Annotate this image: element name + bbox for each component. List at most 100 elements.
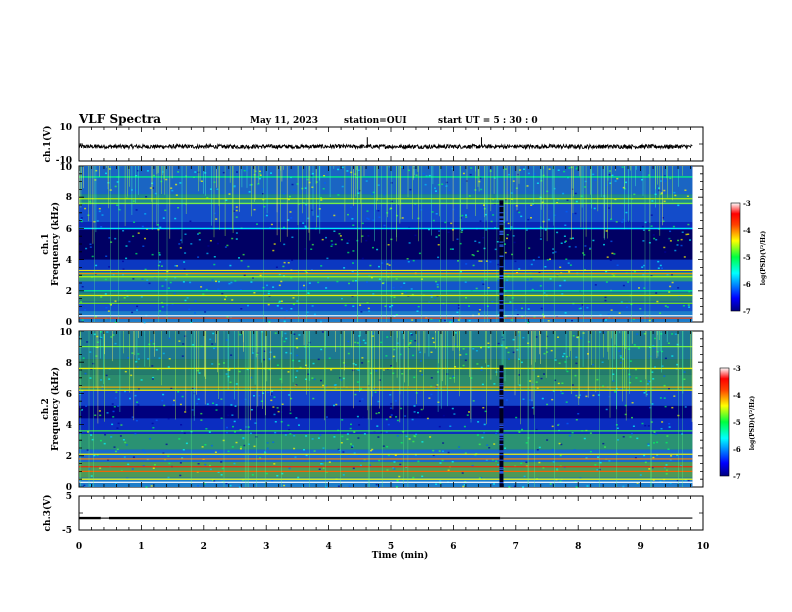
spectrum-speckle <box>295 384 298 386</box>
spectrum-speckle <box>631 416 633 419</box>
spectrum-speckle <box>436 384 439 386</box>
spectrum-speckle <box>81 409 83 411</box>
spectrum-speckle <box>289 433 292 435</box>
spectrum-speckle <box>596 469 599 471</box>
spectrum-speckle <box>320 348 323 351</box>
spectrum-speckle <box>320 463 323 465</box>
data-gap-speckle <box>499 266 504 268</box>
spectrum-speckle <box>272 441 275 443</box>
data-gap-speckle <box>499 275 504 277</box>
spectrum-speckle <box>285 337 288 340</box>
spectrum-speckle <box>114 397 117 399</box>
spectrum-speckle <box>551 448 554 451</box>
spectrum-speckle <box>124 441 127 444</box>
spectrum-speckle <box>541 397 544 400</box>
data-gap-speckle <box>499 383 504 385</box>
spectrum-speckle <box>222 171 225 174</box>
spectrum-speckle <box>299 366 302 369</box>
spectrum-speckle <box>568 245 571 248</box>
spectrum-speckle <box>481 280 484 283</box>
spectrum-speckle <box>310 175 313 177</box>
spectrum-speckle <box>643 454 646 457</box>
spectrum-speckle <box>214 451 217 453</box>
spectrum-speckle <box>348 485 351 487</box>
spectrum-speckle <box>496 241 499 243</box>
spectrum-speckle <box>96 454 99 456</box>
data-gap-speckle <box>499 292 504 294</box>
spectrum-speckle <box>141 225 144 228</box>
spectrum-speckle <box>469 173 472 176</box>
spectrum-speckle <box>278 273 281 276</box>
spectrum-speckle <box>278 300 281 303</box>
spectrum-speckle <box>171 303 174 305</box>
spectrum-speckle <box>337 194 340 196</box>
spectrum-speckle <box>539 285 542 287</box>
spectrum-speckle <box>328 461 331 463</box>
spectrum-speckle <box>655 239 658 241</box>
spectrum-speckle <box>410 288 413 290</box>
spectrum-speckle <box>565 258 568 260</box>
spectrum-speckle <box>116 204 119 206</box>
spectrum-speckle <box>254 422 257 424</box>
spectrum-speckle <box>683 371 686 373</box>
spectrum-speckle <box>439 482 442 484</box>
spectrum-speckle <box>263 205 266 208</box>
spectrum-speckle <box>179 474 182 477</box>
spectrum-speckle <box>322 188 325 190</box>
spectrum-speckle <box>108 168 111 170</box>
spectrum-speckle <box>508 486 511 488</box>
spectrum-speckle <box>376 425 379 427</box>
spectrum-speckle <box>259 170 261 173</box>
spectrum-speckle <box>441 459 444 462</box>
spectrum-speckle <box>420 209 423 211</box>
spectrum-speckle <box>256 223 258 225</box>
spectrum-speckle <box>408 438 411 440</box>
spectrum-speckle <box>378 278 381 280</box>
spectrum-speckle <box>80 219 83 221</box>
spectrum-speckle <box>278 284 281 287</box>
spectrum-speckle <box>470 167 473 169</box>
data-gap-speckle <box>499 398 504 400</box>
spectrum-speckle <box>174 276 177 279</box>
spectrum-speckle <box>346 242 349 244</box>
spectrum-speckle <box>367 307 370 310</box>
spectrum-speckle <box>184 233 187 235</box>
spectrum-speckle <box>521 307 523 310</box>
spectrum-speckle <box>358 335 361 337</box>
ch1-spectrogram-x-ticks <box>78 166 704 322</box>
spectrum-speckle <box>583 254 586 256</box>
spectrum-speckle <box>112 334 115 336</box>
spectrum-speckle <box>183 261 186 263</box>
spectrum-speckle <box>250 376 253 379</box>
spectrum-speckle <box>134 433 137 435</box>
spectrum-speckle <box>672 225 675 228</box>
spectrum-speckle <box>430 393 433 396</box>
spectrum-speckle <box>325 486 328 488</box>
spectrum-speckle <box>574 192 577 195</box>
spectrum-speckle <box>328 357 331 359</box>
spectrum-speckle <box>125 257 128 260</box>
spectrum-speckle <box>652 456 655 459</box>
spectrum-speckle <box>101 388 104 390</box>
spectrum-speckle <box>518 358 520 360</box>
spectrum-speckle <box>213 347 216 350</box>
spectrum-speckle <box>639 380 642 382</box>
spectrum-speckle <box>153 464 156 466</box>
spectrum-speckle <box>649 406 652 409</box>
spectrum-speckle <box>538 446 541 449</box>
spectrum-speckle <box>374 388 377 390</box>
spectrum-speckle <box>574 480 577 483</box>
spectrum-speckle <box>436 283 439 286</box>
spectrum-speckle <box>377 210 380 212</box>
ch3-x-ticks <box>78 496 704 530</box>
spectrum-speckle <box>253 445 256 448</box>
spectrum-speckle <box>233 420 236 423</box>
spectrum-speckle <box>317 437 320 439</box>
ch2-freq-tick-6: 6 <box>66 390 72 400</box>
spectrum-speckle <box>595 480 598 483</box>
spectrum-speckle <box>561 392 564 395</box>
ch1-cb-tick: -4 <box>743 226 751 235</box>
spectrum-speckle <box>163 404 166 407</box>
spectrum-speckle <box>395 314 398 316</box>
spectrum-speckle <box>203 483 206 485</box>
